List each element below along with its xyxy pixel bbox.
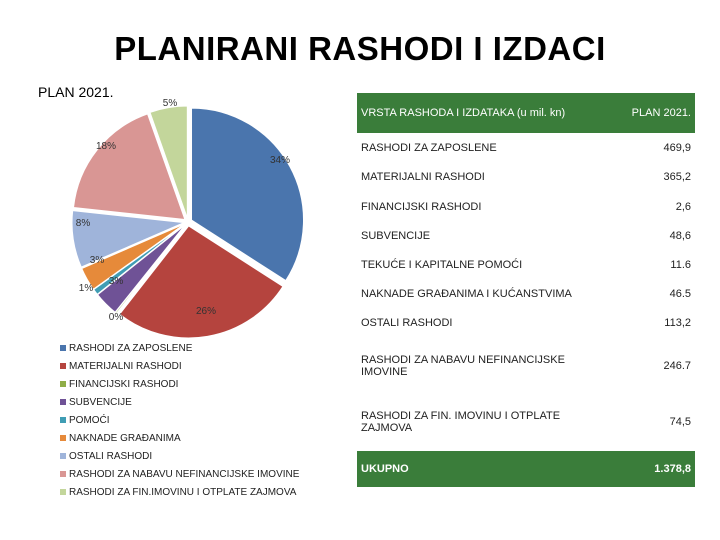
legend-item: NAKNADE GRAĐANIMA bbox=[60, 430, 299, 448]
row-label: RASHODI ZA ZAPOSLENE bbox=[357, 133, 592, 164]
page-title: PLANIRANI RASHODI I IZDACI bbox=[114, 30, 606, 67]
pie-percent-label: 5% bbox=[163, 98, 178, 109]
pie-percent-label: 0% bbox=[109, 312, 124, 323]
row-value: 11.6 bbox=[592, 250, 695, 281]
row-label: MATERIJALNI RASHODI bbox=[357, 162, 592, 193]
legend-label: RASHODI ZA FIN.IMOVINU I OTPLATE ZAJMOVA bbox=[69, 487, 297, 498]
row-label: OSTALI RASHODI bbox=[357, 308, 592, 339]
legend-label: NAKNADE GRAĐANIMA bbox=[69, 433, 181, 444]
row-label: SUBVENCIJE bbox=[357, 221, 592, 251]
pie-slice bbox=[92, 224, 186, 295]
expense-table: VRSTA RASHODA I IZDATAKA (u mil. kn) PLA… bbox=[357, 93, 695, 488]
legend-label: SUBVENCIJE bbox=[69, 397, 132, 408]
legend-swatch bbox=[60, 417, 66, 423]
table-row: RASHODI ZA NABAVU NEFINANCIJSKE IMOVINE … bbox=[357, 338, 695, 395]
legend-label: FINANCIJSKI RASHODI bbox=[69, 379, 179, 390]
pie-percent-label: 3% bbox=[109, 276, 124, 287]
table-header-label: VRSTA RASHODA I IZDATAKA (u mil. kn) bbox=[357, 93, 592, 134]
table-row: NAKNADE GRAĐANIMA I KUĆANSTVIMA 46.5 bbox=[357, 279, 695, 310]
table-header-value: PLAN 2021. bbox=[592, 93, 695, 134]
legend-item: OSTALI RASHODI bbox=[60, 448, 299, 466]
legend-label: POMOĆI bbox=[69, 415, 110, 426]
legend-item: RASHODI ZA FIN.IMOVINU I OTPLATE ZAJMOVA bbox=[60, 484, 299, 502]
table-row: MATERIJALNI RASHODI 365,2 bbox=[357, 162, 695, 193]
row-value: 365,2 bbox=[592, 162, 695, 193]
table-row: TEKUĆE I KAPITALNE POMOĆI 11.6 bbox=[357, 250, 695, 281]
pie-slice bbox=[72, 113, 186, 221]
total-value: 1.378,8 bbox=[592, 450, 695, 488]
legend-item: SUBVENCIJE bbox=[60, 394, 299, 412]
row-label: NAKNADE GRAĐANIMA I KUĆANSTVIMA bbox=[357, 279, 592, 310]
pie-percent-label: 3% bbox=[90, 255, 105, 266]
pie-slice bbox=[81, 223, 185, 290]
total-label: UKUPNO bbox=[357, 450, 592, 488]
legend-swatch bbox=[60, 345, 66, 351]
legend-item: MATERIJALNI RASHODI bbox=[60, 358, 299, 376]
chart-legend: RASHODI ZA ZAPOSLENE MATERIJALNI RASHODI F… bbox=[60, 340, 299, 502]
legend-item: POMOĆI bbox=[60, 412, 299, 430]
row-label: TEKUĆE I KAPITALNE POMOĆI bbox=[357, 250, 592, 281]
table-header-row: VRSTA RASHODA I IZDATAKA (u mil. kn) PLA… bbox=[357, 93, 695, 134]
legend-label: MATERIJALNI RASHODI bbox=[69, 361, 182, 372]
chart-subtitle: PLAN 2021. bbox=[38, 84, 114, 100]
legend-item: FINANCIJSKI RASHODI bbox=[60, 376, 299, 394]
pie-slice bbox=[96, 224, 186, 313]
row-value: 2,6 bbox=[592, 191, 695, 222]
legend-swatch bbox=[60, 453, 66, 459]
row-value: 74,5 bbox=[592, 394, 695, 452]
legend-swatch bbox=[60, 399, 66, 405]
pie-slice bbox=[149, 105, 188, 219]
table-row: RASHODI ZA FIN. IMOVINU I OTPLATE ZAJMOV… bbox=[357, 394, 695, 452]
row-value: 113,2 bbox=[592, 308, 695, 339]
legend-item: RASHODI ZA NABAVU NEFINANCIJSKE IMOVINE bbox=[60, 466, 299, 484]
row-label: RASHODI ZA FIN. IMOVINU I OTPLATE ZAJMOV… bbox=[357, 394, 592, 452]
row-value: 46.5 bbox=[592, 279, 695, 310]
table-total-row: UKUPNO 1.378,8 bbox=[357, 450, 695, 488]
legend-label: RASHODI ZA ZAPOSLENE bbox=[69, 343, 193, 354]
table-row: SUBVENCIJE 48,6 bbox=[357, 221, 695, 251]
row-label: FINANCIJSKI RASHODI bbox=[357, 191, 592, 222]
pie-percent-label: 26% bbox=[196, 306, 216, 317]
legend-label: RASHODI ZA NABAVU NEFINANCIJSKE IMOVINE bbox=[69, 469, 300, 480]
pie-percent-label: 1% bbox=[79, 283, 94, 294]
legend-label: OSTALI RASHODI bbox=[69, 451, 153, 462]
row-label: RASHODI ZA NABAVU NEFINANCIJSKE IMOVINE bbox=[357, 338, 592, 395]
legend-swatch bbox=[60, 381, 66, 387]
pie-slice bbox=[191, 107, 304, 282]
pie-slice bbox=[118, 225, 284, 339]
pie-slice bbox=[71, 210, 186, 268]
pie-percent-label: 18% bbox=[96, 141, 116, 152]
legend-swatch bbox=[60, 363, 66, 369]
row-value: 48,6 bbox=[592, 221, 695, 251]
legend-swatch bbox=[60, 435, 66, 441]
legend-swatch bbox=[60, 489, 66, 495]
row-value: 246.7 bbox=[592, 338, 695, 395]
table-row: RASHODI ZA ZAPOSLENE 469,9 bbox=[357, 133, 695, 164]
pie-percent-label: 34% bbox=[270, 155, 290, 166]
row-value: 469,9 bbox=[592, 133, 695, 164]
pie-percent-label: 8% bbox=[76, 218, 91, 229]
legend-item: RASHODI ZA ZAPOSLENE bbox=[60, 340, 299, 358]
table-row: OSTALI RASHODI 113,2 bbox=[357, 308, 695, 339]
table-row: FINANCIJSKI RASHODI 2,6 bbox=[357, 191, 695, 222]
legend-swatch bbox=[60, 471, 66, 477]
